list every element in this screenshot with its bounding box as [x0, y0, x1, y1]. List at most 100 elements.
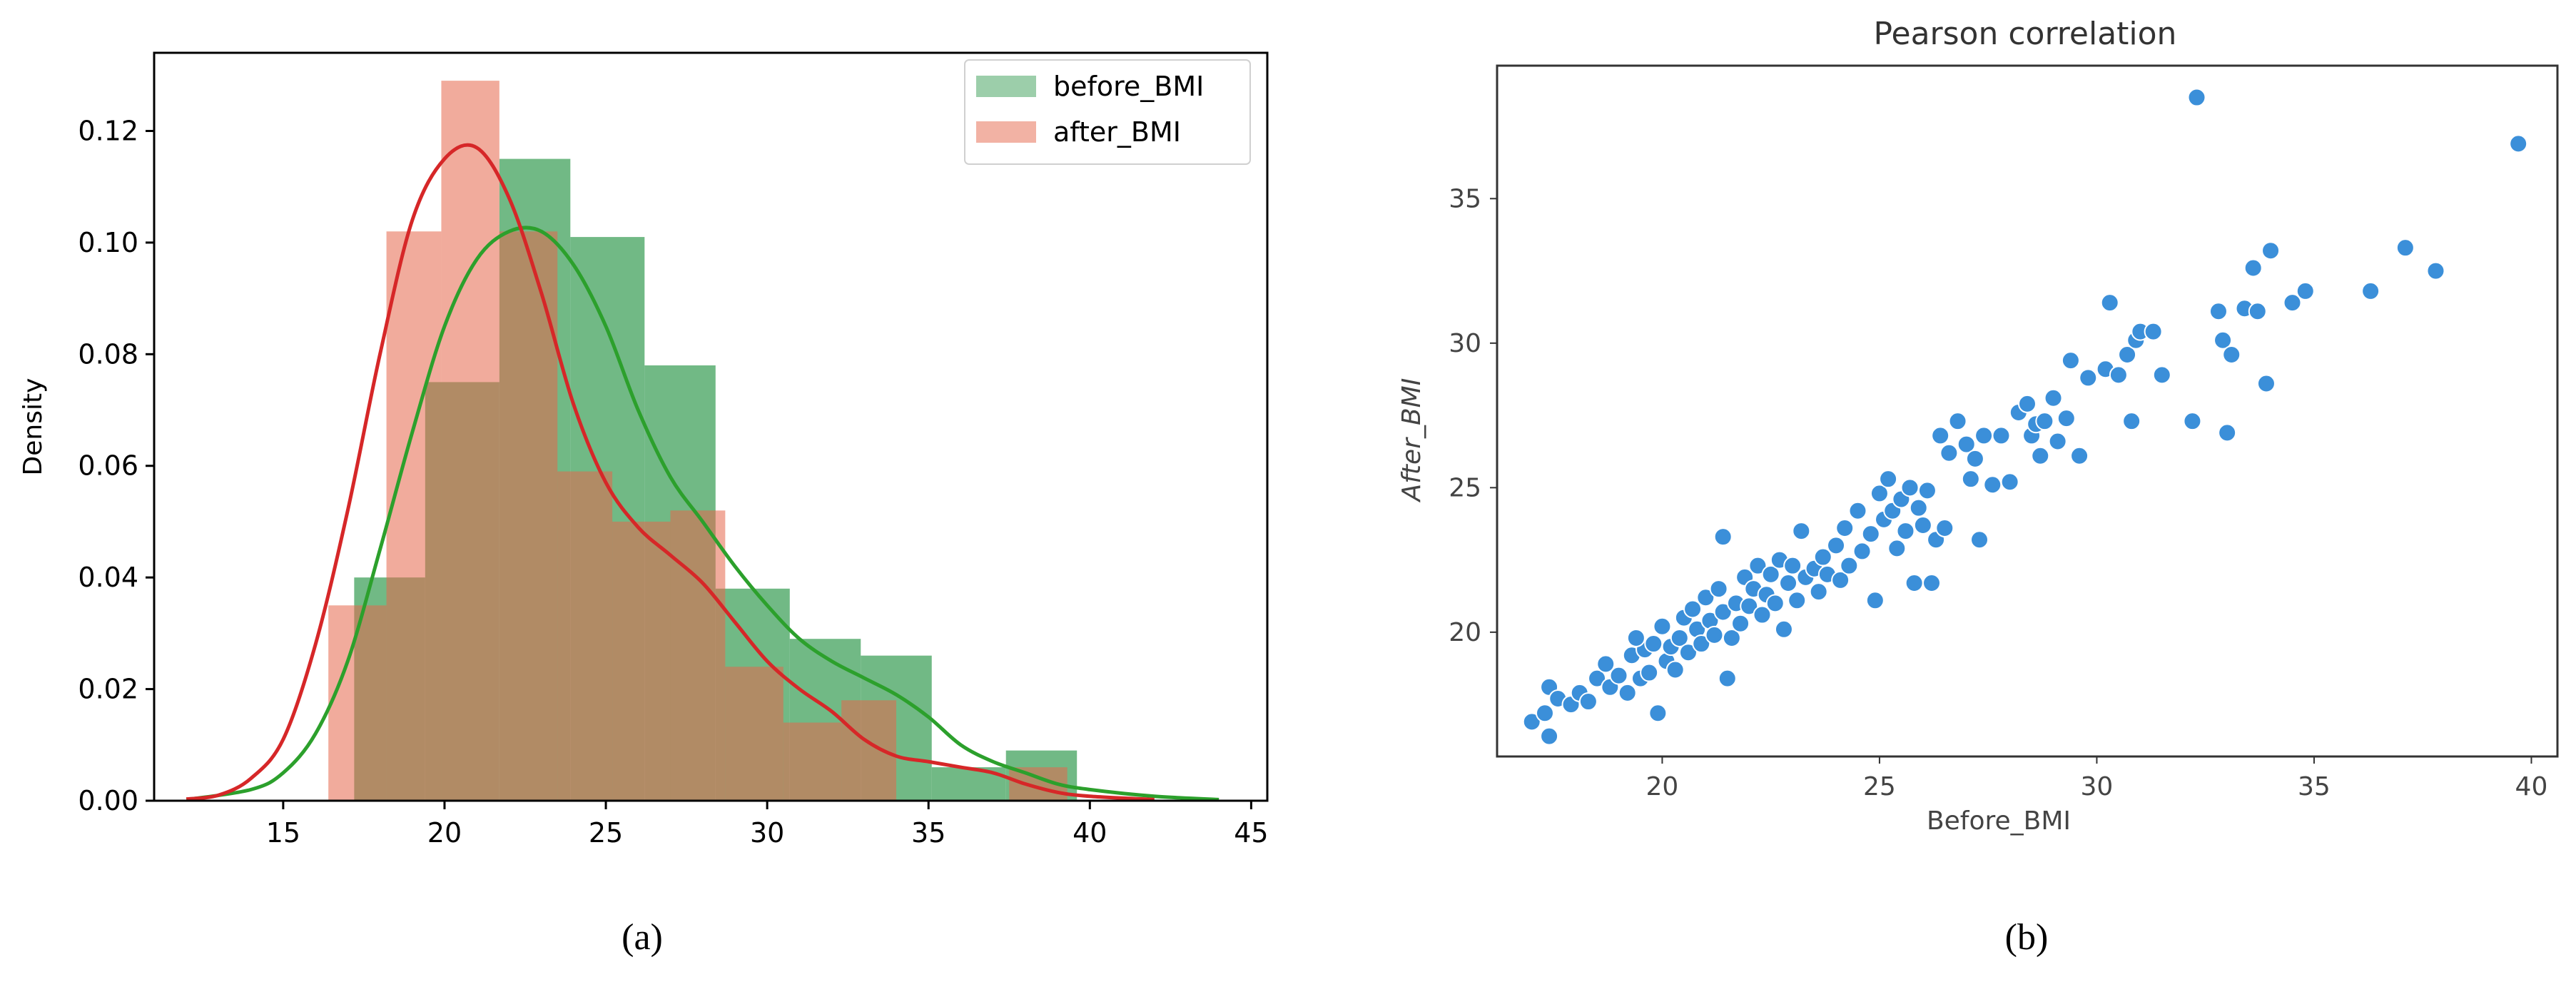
x-axis-ticks: 15 20 25 30 35 40 45 — [266, 801, 1269, 849]
scatter-point — [2256, 374, 2276, 393]
y-tick-label: 20 — [1449, 618, 1481, 647]
scatter-point — [1522, 712, 1541, 732]
scatter-point — [1740, 597, 1759, 616]
scatter-point — [2296, 281, 2315, 300]
scatter-point — [2118, 345, 2137, 365]
scatter-point — [1974, 426, 1994, 445]
scatter-point — [2000, 472, 2019, 492]
legend: before_BMI after_BMI — [964, 59, 1251, 165]
scatter-point — [1861, 525, 1880, 544]
scatter-point — [2048, 432, 2067, 451]
scatter-point — [1879, 470, 1898, 489]
scatter-point — [1840, 556, 1859, 575]
y-tick-label: 0.06 — [78, 450, 138, 482]
scatter-point — [1588, 669, 1607, 688]
scatter-point — [2100, 293, 2119, 313]
scatter-point — [1665, 660, 1685, 679]
x-tick-label: 40 — [1073, 817, 1107, 849]
scatter-point — [2109, 365, 2128, 385]
plot-frame — [1496, 64, 2559, 758]
scatter-point — [1779, 573, 1798, 592]
scatter-point — [1970, 530, 1989, 550]
scatter-point — [1774, 619, 1793, 639]
scatter-point — [2057, 409, 2076, 428]
scatter-point — [1644, 634, 1663, 654]
scatter-point — [2070, 446, 2089, 465]
density-histogram-chart: 15 20 25 30 35 40 45 0.000.020.040.060.080.100… — [19, 51, 1269, 958]
y-tick-label: 35 — [1449, 184, 1481, 213]
after-bmi-kde-line — [186, 143, 1155, 801]
after-bmi-bar-9 — [841, 700, 896, 801]
scatter-point — [1870, 484, 1889, 503]
scatter-point — [1696, 588, 1715, 607]
scatter-point — [1753, 605, 1772, 624]
legend-label-after-bmi: after_BMI — [1053, 116, 1181, 148]
after-bmi-bar-2 — [441, 81, 500, 801]
x-tick-label: 40 — [2515, 772, 2548, 801]
scatter-point — [2395, 238, 2415, 258]
scatter-point — [1783, 556, 1802, 575]
scatter-point — [2018, 394, 2037, 413]
after-bmi-bar-5 — [612, 521, 671, 801]
scatter-point — [1713, 527, 1733, 547]
scatter-point — [1961, 470, 1980, 489]
y-tick-label: 0.08 — [78, 338, 138, 370]
scatter-point — [2283, 293, 2302, 313]
x-tick-label: 25 — [1863, 772, 1896, 801]
scatter-point — [1831, 570, 1850, 589]
scatter-point — [1887, 539, 1907, 558]
scatter-point — [1827, 536, 1846, 555]
scatter-point — [1718, 669, 1737, 688]
scatter-point — [1900, 478, 1920, 497]
scatter-point — [1761, 565, 1780, 584]
legend-label-before-bmi: before_BMI — [1053, 71, 1204, 102]
x-tick-label: 15 — [266, 817, 300, 849]
scatter-point — [1896, 522, 1915, 541]
scatter-point — [1809, 582, 1828, 602]
scatter-point — [1935, 519, 1954, 538]
scatter-point — [1909, 498, 1928, 517]
y-tick-label: 0.10 — [78, 227, 138, 258]
scatter-point — [2509, 134, 2528, 153]
y-axis-label: After_BMI — [1397, 378, 1426, 503]
scatter-point — [2248, 302, 2267, 321]
before-bmi-kde-line — [186, 226, 1219, 801]
scatter-point — [1765, 594, 1785, 613]
chart-title: Pearson correlation — [1874, 16, 2177, 52]
scatter-point — [1609, 666, 1628, 685]
y-tick-label: 0.02 — [78, 674, 138, 705]
scatter-point — [1653, 617, 1672, 636]
scatter-point — [1865, 591, 1885, 610]
scatter-point — [2031, 446, 2050, 465]
scatter-point — [1648, 704, 1668, 723]
scatter-point — [2152, 365, 2171, 385]
after-bmi-bar-3 — [499, 231, 558, 801]
x-axis-ticks: 20 25 30 35 40 — [1646, 756, 2548, 801]
y-tick-label: 0.00 — [78, 785, 138, 816]
after-bmi-bar-7 — [725, 667, 784, 801]
scatter-point — [2035, 412, 2054, 431]
scatter-point — [2079, 368, 2098, 388]
scatter-point — [2044, 388, 2063, 408]
scatter-point — [2426, 261, 2445, 280]
scatter-point — [1713, 602, 1733, 622]
scatter-point — [1578, 692, 1598, 712]
scatter-point — [1917, 481, 1937, 500]
scatter-point — [1939, 443, 1959, 462]
y-tick-label: 0.12 — [78, 115, 138, 146]
legend-swatch-after-bmi — [976, 121, 1036, 143]
scatter-point — [1813, 547, 1832, 567]
scatter-point — [2183, 412, 2202, 431]
scatter-point — [2261, 241, 2281, 260]
scatter-point — [2214, 330, 2233, 350]
scatter-point — [1678, 643, 1698, 662]
scatter-point — [1535, 704, 1554, 723]
scatter-point — [1992, 426, 2011, 445]
scatter-point — [1835, 519, 1855, 538]
scatter-point — [1792, 522, 1811, 541]
scatter-point — [1722, 628, 1741, 647]
x-axis-label: Before_BMI — [1927, 806, 2071, 836]
x-tick-label: 20 — [427, 817, 462, 849]
scatter-point — [1640, 663, 1659, 682]
